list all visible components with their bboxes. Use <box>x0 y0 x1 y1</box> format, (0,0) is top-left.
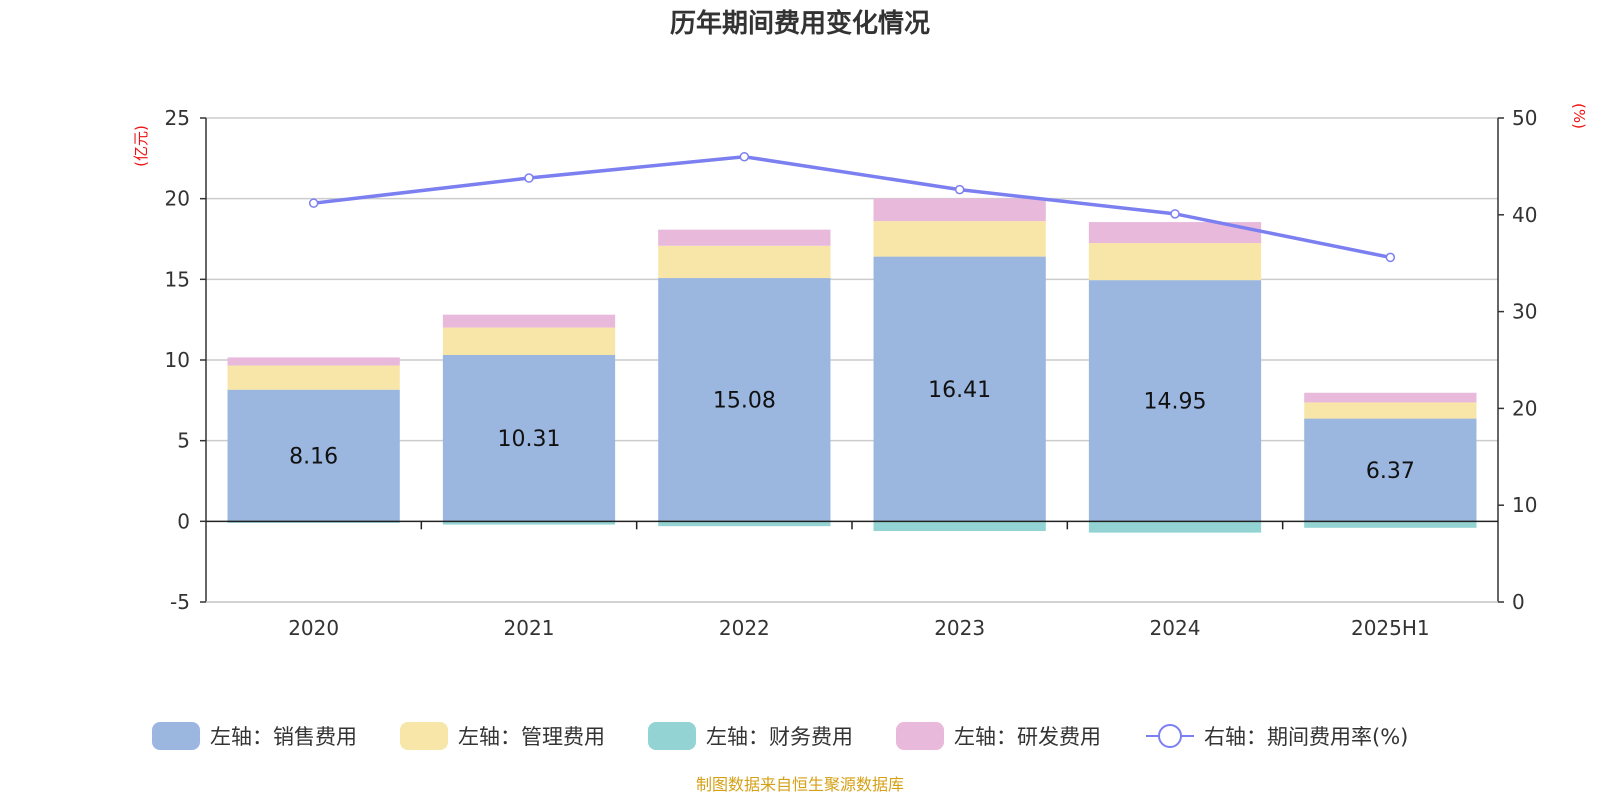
bar-admin-2022 <box>658 245 831 279</box>
right-tick-label: 0 <box>1512 590 1525 614</box>
x-tick-label: 2020 <box>288 616 339 640</box>
sales-data-label: 16.41 <box>928 378 991 403</box>
right-tick-label: 40 <box>1512 203 1537 227</box>
legend-swatch-rd <box>896 722 944 750</box>
rate-point-2023 <box>954 184 965 195</box>
legend-label-rate: 右轴：期间费用率(%) <box>1204 725 1408 749</box>
left-tick-label: 10 <box>165 348 190 372</box>
legend-swatch-sales <box>152 722 200 750</box>
x-tick-label: 2025H1 <box>1351 616 1430 640</box>
bar-admin-2023 <box>873 221 1046 257</box>
x-tick-label: 2022 <box>719 616 770 640</box>
rate-line-series <box>308 151 1396 263</box>
left-tick-label: 0 <box>177 509 190 533</box>
bar-sales-2020 <box>227 389 400 522</box>
left-tick-label: -5 <box>170 590 190 614</box>
legend-swatch-admin <box>400 722 448 750</box>
bar-rd-2022 <box>658 229 831 246</box>
legend-label-rd: 左轴：研发费用 <box>954 725 1101 749</box>
bar-finance-2025H1 <box>1304 521 1477 528</box>
rate-point-2025H1 <box>1385 252 1396 263</box>
bar-rd-2024 <box>1088 222 1262 244</box>
bar-sales-2023 <box>873 256 1046 522</box>
sales-data-label: 15.08 <box>713 389 776 414</box>
bar-finance-2020 <box>227 521 400 523</box>
legend: 左轴：销售费用 左轴：管理费用 左轴：财务费用 左轴：研发费用 右轴：期间费用率(%) <box>152 722 1408 750</box>
x-tick-label: 2023 <box>934 616 985 640</box>
bar-finance-2022 <box>658 521 831 527</box>
axes: -5 0 5 10 15 20 25 0 10 20 30 40 50 2020 2021 2022 2023 2… <box>165 106 1538 640</box>
bar-series <box>227 198 1477 533</box>
bar-finance-2024 <box>1088 521 1262 533</box>
legend-swatch-marker <box>1158 724 1182 748</box>
right-tick-label: 30 <box>1512 300 1537 324</box>
data-labels: 8.16 10.31 15.08 16.41 14.95 6.37 <box>289 378 1415 484</box>
legend-label-finance: 左轴：财务费用 <box>706 725 853 749</box>
bar-admin-2020 <box>227 365 400 390</box>
left-tick-label: 25 <box>165 106 190 130</box>
right-tick-label: 20 <box>1512 396 1537 420</box>
right-axis-unit: (%) <box>1570 103 1588 129</box>
rate-point-2021 <box>524 173 534 183</box>
bar-finance-2021 <box>442 521 616 525</box>
bar-sales-2025H1 <box>1304 418 1477 522</box>
bar-sales-2022 <box>658 278 831 522</box>
legend-swatch-finance <box>648 722 696 750</box>
bar-rd-2020 <box>227 357 400 366</box>
legend-label-sales: 左轴：销售费用 <box>210 725 357 749</box>
x-tick-label: 2024 <box>1150 616 1201 640</box>
source-note: 制图数据来自恒生聚源数据库 <box>696 775 904 794</box>
right-tick-label: 10 <box>1512 493 1537 517</box>
left-tick-label: 15 <box>165 267 190 291</box>
left-tick-label: 20 <box>165 187 190 211</box>
bar-admin-2024 <box>1088 243 1262 281</box>
rate-line <box>313 154 1391 260</box>
legend-label-admin: 左轴：管理费用 <box>458 725 605 749</box>
bar-finance-2023 <box>873 521 1046 532</box>
bar-sales-2024 <box>1088 280 1262 522</box>
bar-admin-2021 <box>442 327 616 355</box>
rate-point-2022 <box>739 151 750 162</box>
bar-rd-2025H1 <box>1304 392 1477 403</box>
x-tick-label: 2021 <box>504 616 555 640</box>
bar-rd-2021 <box>442 314 616 328</box>
rate-point-2024 <box>1170 209 1180 219</box>
left-tick-label: 5 <box>177 429 190 453</box>
chart-title: 历年期间费用变化情况 <box>670 8 930 39</box>
bar-rd-2023 <box>873 198 1046 222</box>
bar-sales-2021 <box>442 354 616 522</box>
sales-data-label: 14.95 <box>1144 390 1207 415</box>
sales-data-label: 6.37 <box>1366 459 1415 484</box>
rate-point-2020 <box>308 198 319 208</box>
sales-data-label: 8.16 <box>289 445 338 470</box>
left-axis-unit: (亿元) <box>132 125 150 167</box>
bar-admin-2025H1 <box>1304 402 1477 419</box>
sales-data-label: 10.31 <box>498 427 561 452</box>
right-tick-label: 50 <box>1512 106 1537 130</box>
